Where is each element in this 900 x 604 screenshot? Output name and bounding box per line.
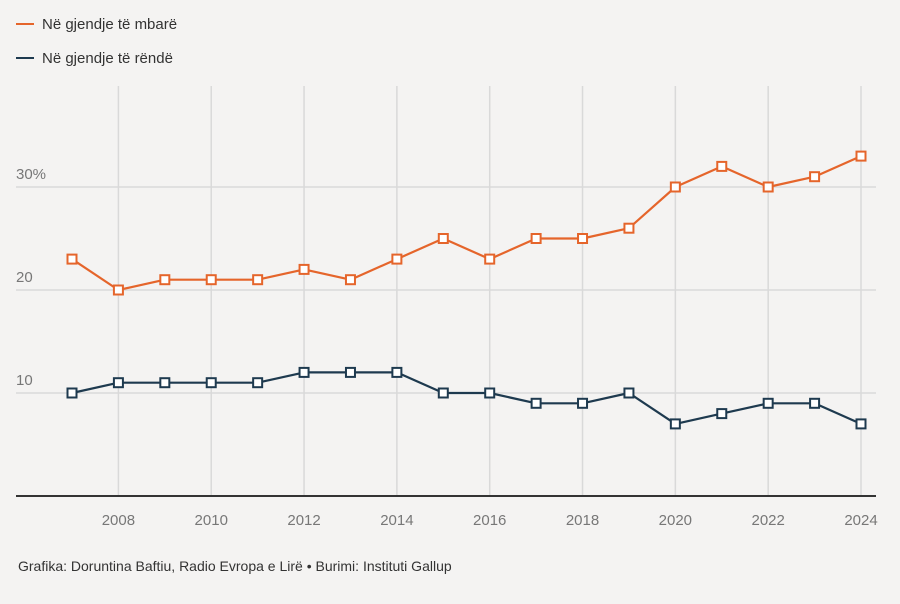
data-point-0	[809, 171, 821, 183]
data-point-1	[484, 387, 496, 399]
data-point-1	[623, 387, 635, 399]
x-tick-label: 2016	[473, 512, 506, 529]
data-point-0	[391, 253, 403, 265]
data-point-1	[762, 397, 774, 409]
data-point-0	[298, 263, 310, 275]
data-point-0	[762, 181, 774, 193]
data-point-1	[437, 387, 449, 399]
data-point-0	[205, 274, 217, 286]
data-point-0	[344, 274, 356, 286]
data-point-1	[298, 366, 310, 378]
data-point-1	[530, 397, 542, 409]
data-point-0	[530, 233, 542, 244]
legend-swatch-navy	[16, 57, 34, 59]
series-line-1	[71, 371, 862, 425]
x-tick-label: 2010	[195, 512, 228, 529]
data-point-1	[112, 377, 124, 389]
legend-item-rende: Në gjendje të rëndë	[16, 46, 177, 70]
credit-line: Grafika: Doruntina Baftiu, Radio Evropa …	[18, 558, 452, 574]
x-tick-label: 2022	[751, 512, 784, 529]
legend-label: Në gjendje të mbarë	[42, 15, 178, 33]
y-tick-label: 20	[16, 269, 33, 286]
data-point-0	[437, 233, 449, 244]
data-point-0	[623, 222, 635, 234]
x-tick-label: 2020	[659, 512, 692, 529]
data-point-0	[855, 150, 867, 162]
data-point-1	[205, 377, 217, 389]
x-tick-label: 2018	[566, 512, 599, 529]
x-tick-label: 2012	[287, 512, 320, 529]
data-point-0	[716, 160, 728, 172]
data-point-1	[159, 377, 171, 389]
data-point-0	[577, 233, 589, 244]
data-point-0	[66, 253, 78, 265]
data-point-1	[855, 418, 867, 430]
data-point-1	[809, 397, 821, 409]
data-point-1	[391, 366, 403, 378]
data-point-1	[344, 366, 356, 378]
data-point-0	[252, 274, 264, 286]
legend-label: Në gjendje të rëndë	[42, 49, 173, 67]
data-point-0	[484, 253, 496, 265]
legend-item-mbare: Në gjendje të mbarë	[16, 12, 177, 36]
series-line-0	[71, 155, 862, 292]
data-point-0	[159, 274, 171, 286]
y-tick-label: 10	[16, 372, 33, 389]
data-point-1	[716, 408, 728, 420]
x-tick-label: 2014	[380, 512, 413, 529]
legend: Në gjendje të mbarë Në gjendje të rëndë	[16, 12, 177, 80]
data-point-0	[669, 181, 681, 193]
data-point-1	[669, 418, 681, 430]
legend-swatch-orange	[16, 23, 34, 25]
x-tick-label: 2008	[102, 512, 135, 529]
data-point-1	[252, 377, 264, 389]
data-point-1	[577, 397, 589, 409]
data-point-1	[66, 387, 78, 399]
x-tick-label: 2024	[844, 512, 877, 529]
data-point-0	[112, 284, 124, 296]
y-tick-label: 30%	[16, 166, 46, 183]
